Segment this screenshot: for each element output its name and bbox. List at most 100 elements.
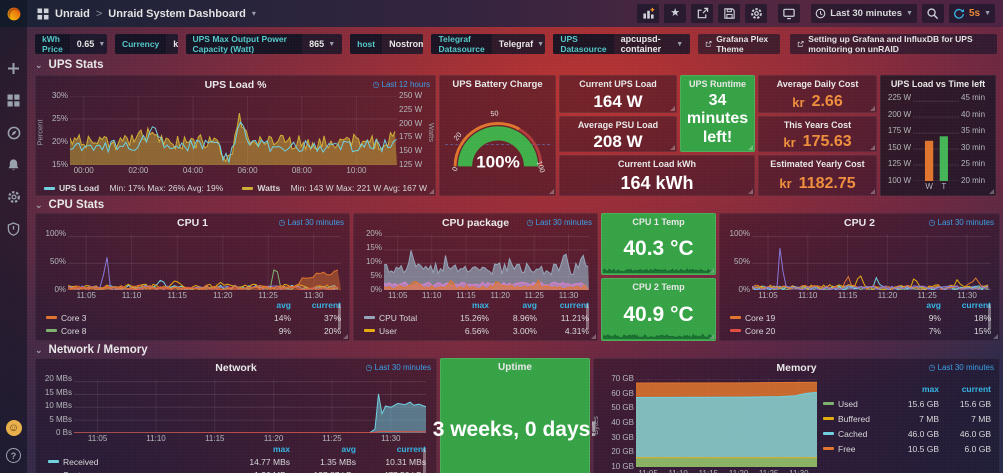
legend-scrollbar[interactable] — [988, 304, 991, 330]
legend-series-name[interactable]: Received — [48, 457, 224, 467]
alerting-bell-icon[interactable] — [6, 157, 21, 172]
grafana-logo[interactable] — [0, 0, 27, 27]
panel-title[interactable]: Network — [215, 362, 257, 374]
panel-resize-handle[interactable] — [429, 189, 434, 194]
panel-resize-handle[interactable] — [709, 334, 714, 339]
panel-resize-handle[interactable] — [591, 334, 596, 339]
var-ups-max-output[interactable]: UPS Max Output Power Capacity (Watt) 865… — [185, 34, 343, 54]
legend-col-header[interactable]: max — [471, 299, 489, 310]
legend-col-header[interactable]: max — [272, 443, 290, 454]
legend-scrollbar[interactable] — [338, 304, 341, 330]
legend-series-name[interactable]: CPU Total — [364, 313, 441, 323]
server-admin-shield-icon[interactable] — [6, 221, 21, 236]
panel-title[interactable]: Uptime — [498, 362, 532, 373]
link-grafana-plex-theme[interactable]: Grafana Plex Theme — [698, 34, 781, 54]
share-button[interactable] — [691, 4, 714, 23]
panel-title[interactable]: UPS Load vs Time left — [890, 79, 986, 89]
panel-resize-handle[interactable] — [748, 189, 753, 194]
panel-title[interactable]: Memory — [776, 362, 817, 374]
legend-col-header[interactable]: current — [961, 299, 991, 310]
panel-title[interactable]: Current Load kWh — [618, 159, 696, 169]
legend-series-name[interactable]: Used — [823, 399, 887, 409]
panel-resize-handle[interactable] — [870, 106, 875, 111]
legend-series-name[interactable]: User — [364, 326, 441, 336]
var-currency[interactable]: Currency kr▼ — [114, 34, 178, 54]
link-ups-monitoring-guide[interactable]: Setting up Grafana and InfluxDB for UPS … — [790, 34, 997, 54]
row-header-cpu-stats[interactable]: ⌄ CPU Stats — [35, 199, 105, 211]
panel-title[interactable]: Average Daily Cost — [776, 79, 859, 89]
legend-series-name[interactable]: Sent — [48, 470, 224, 473]
chevron-down-icon[interactable]: ▾ — [251, 9, 256, 18]
legend-col-header[interactable]: current — [311, 299, 341, 310]
panel-title[interactable]: Estimated Yearly Cost — [770, 159, 865, 169]
create-plus-icon[interactable] — [6, 61, 21, 76]
legend-item-ups-load[interactable]: UPS Load Min: 17% Max: 26% Avg: 19% — [44, 183, 223, 193]
legend-series-name[interactable]: Core 19 — [730, 313, 897, 323]
legend-col-header[interactable]: avg — [341, 443, 356, 454]
panel-resize-handle[interactable] — [870, 145, 875, 150]
panel-resize-handle[interactable] — [549, 189, 554, 194]
user-avatar[interactable]: ☺ — [5, 420, 22, 436]
tv-mode-button[interactable] — [778, 4, 801, 23]
var-telegraf-datasource[interactable]: Telegraf Datasource Telegraf ▼ — [431, 34, 546, 54]
legend-series-name[interactable]: Free — [823, 444, 887, 454]
panel-resize-handle[interactable] — [870, 189, 875, 194]
refresh-button[interactable]: 5s ▼ — [948, 4, 995, 23]
row-header-ups-stats[interactable]: ⌄ UPS Stats — [35, 59, 104, 71]
legend-col-header[interactable]: current — [961, 383, 991, 394]
legend-scrollbar[interactable] — [423, 448, 426, 473]
time-range-picker[interactable]: Last 30 minutes ▼ — [811, 4, 917, 23]
cpu-package-chart — [384, 234, 589, 290]
panel-title[interactable]: CPU package — [441, 217, 510, 229]
panel-resize-handle[interactable] — [709, 268, 714, 273]
star-button[interactable]: ★ — [664, 4, 687, 23]
add-panel-button[interactable] — [637, 4, 660, 23]
dashboard-settings-button[interactable] — [745, 4, 768, 23]
zoom-out-button[interactable] — [921, 4, 944, 23]
panel-resize-handle[interactable] — [993, 334, 998, 339]
legend-series-name[interactable]: Core 20 — [730, 326, 897, 336]
help-icon[interactable]: ? — [6, 448, 21, 463]
var-ups-datasource[interactable]: UPS Datasource apcupsd-container ▼ — [553, 34, 691, 54]
legend-series-name[interactable]: Core 3 — [46, 313, 247, 323]
legend-col-header[interactable]: avg — [276, 299, 291, 310]
panel-title[interactable]: This Years Cost — [783, 120, 852, 130]
legend-col-header[interactable]: max — [921, 383, 939, 394]
var-host[interactable]: host Nostromo▼ — [350, 34, 424, 54]
panel-resize-handle[interactable] — [670, 106, 675, 111]
legend-item-watts[interactable]: Watts Min: 143 W Max: 221 W Avg: 167 W — [242, 183, 427, 193]
panel-title[interactable]: CPU 1 — [177, 217, 208, 229]
panel-title[interactable]: UPS Load % — [204, 79, 267, 91]
row-header-network-memory[interactable]: ⌄ Network / Memory — [35, 344, 148, 356]
legend-scrollbar[interactable] — [586, 304, 589, 330]
legend-series-name[interactable]: Cached — [823, 429, 887, 439]
dashboards-icon[interactable] — [6, 93, 21, 108]
cpu2-temp-sparkline — [603, 321, 714, 339]
panel-title[interactable]: Current UPS Load — [579, 79, 657, 89]
panel-resize-handle[interactable] — [670, 145, 675, 150]
panel-title[interactable]: Average PSU Load — [577, 120, 659, 130]
panel-resize-handle[interactable] — [989, 189, 994, 194]
legend-series-name[interactable]: Buffered — [823, 414, 887, 424]
breadcrumb-team[interactable]: Unraid — [55, 7, 90, 20]
legend-col-header[interactable]: avg — [926, 299, 941, 310]
legend-series-name[interactable]: Core 8 — [46, 326, 247, 336]
x-tick: 11:05 — [87, 434, 108, 443]
panel-title[interactable]: UPS Runtime — [688, 79, 746, 89]
panel-title[interactable]: CPU 1 Temp — [632, 217, 685, 227]
legend-col-header[interactable]: current — [559, 299, 589, 310]
panel-title[interactable]: CPU 2 — [844, 217, 875, 229]
var-kwh-price[interactable]: kWh Price 0.65 ▼ — [35, 34, 107, 54]
legend-col-header[interactable]: current — [396, 443, 426, 454]
x-tick: W — [925, 182, 933, 191]
save-button[interactable] — [718, 4, 741, 23]
panel-title[interactable]: CPU 2 Temp — [632, 282, 685, 292]
panel-title[interactable]: UPS Battery Charge — [452, 79, 543, 90]
legend-col-header[interactable]: avg — [522, 299, 537, 310]
configuration-gear-icon[interactable] — [6, 189, 21, 204]
panel-resize-handle[interactable] — [748, 145, 753, 150]
panel-resize-handle[interactable] — [343, 334, 348, 339]
breadcrumb-dashboard-title[interactable]: Unraid System Dashboard — [108, 7, 246, 20]
x-tick: 11:30 — [957, 291, 977, 300]
explore-compass-icon[interactable] — [6, 125, 21, 140]
